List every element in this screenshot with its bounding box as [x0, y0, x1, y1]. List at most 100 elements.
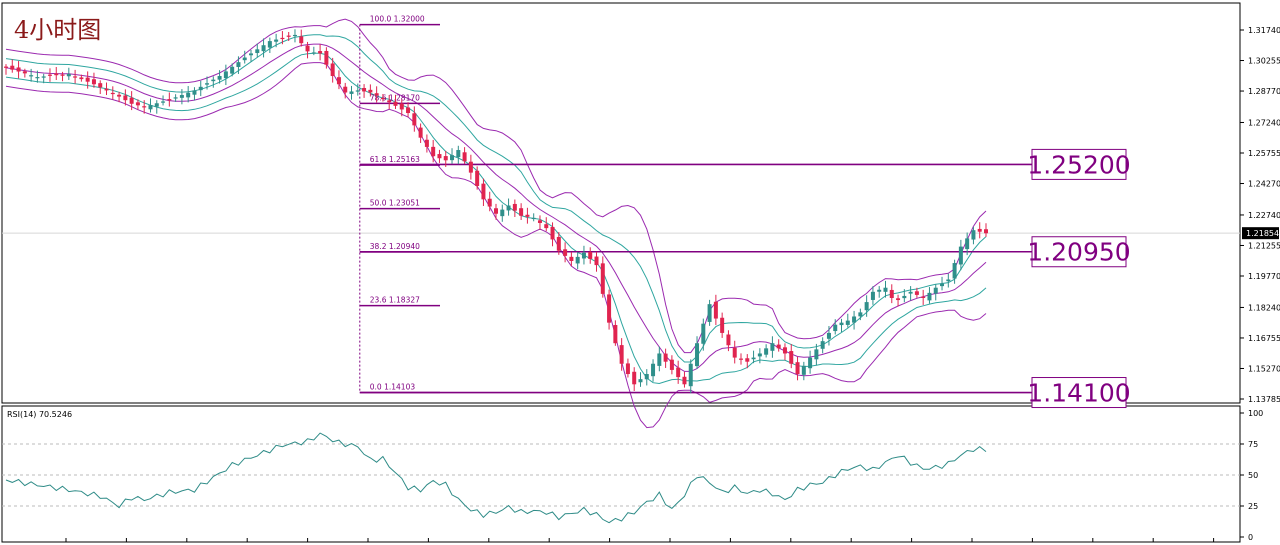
fib-level-label: 50.0 1.23051: [370, 199, 420, 208]
candle-body: [343, 86, 348, 93]
candle-body: [814, 349, 819, 360]
candle-body: [431, 146, 436, 157]
candle-body: [412, 113, 417, 126]
candle-body: [512, 203, 517, 211]
candle-body: [450, 155, 455, 161]
fib-level-label: 61.8 1.25163: [370, 155, 420, 164]
candle-body: [676, 367, 681, 378]
candle-body: [129, 97, 134, 104]
price-tick-label: 1.25755: [1248, 149, 1280, 158]
candle-body: [223, 71, 228, 79]
candle-body: [651, 363, 656, 377]
candle-body: [468, 161, 473, 173]
price-tick-label: 1.31740: [1248, 26, 1280, 35]
band-outer-upper: [5, 18, 987, 354]
candle-body: [336, 77, 341, 85]
candle-body: [801, 365, 806, 375]
fib-level-label: 100.0 1.32000: [370, 15, 425, 24]
fib-level-label: 23.6 1.18327: [370, 296, 420, 305]
candle-body: [374, 93, 379, 96]
price-axis: 1.31740 1.30255 1.28770 1.27240 1.25755 1.242…: [1240, 26, 1280, 404]
candle-body: [487, 198, 492, 207]
candle-body: [443, 156, 448, 161]
candle-body: [54, 73, 59, 76]
candle-body: [167, 99, 172, 101]
candle-body: [255, 49, 260, 54]
candle-body: [142, 106, 147, 108]
candle-body: [701, 323, 706, 344]
candle-body: [607, 294, 612, 323]
candle-body: [98, 83, 103, 88]
candle-body: [179, 95, 184, 98]
candle-body: [91, 79, 96, 85]
candle-body: [833, 324, 838, 332]
candle-body: [10, 65, 15, 70]
candle-body: [688, 363, 693, 387]
candle-body: [544, 224, 549, 229]
price-tick-label: 1.27240: [1248, 118, 1280, 127]
candle-body: [173, 97, 178, 99]
candle-body: [940, 283, 945, 287]
candle-body: [870, 291, 875, 300]
candle-body: [971, 230, 976, 240]
candle-body: [29, 75, 34, 77]
candle-body: [563, 249, 568, 256]
candle-body: [299, 36, 304, 44]
rsi-tick-label: 0: [1248, 533, 1253, 542]
rsi-indicator: 100 75 50 25 0: [2, 409, 1263, 542]
candle-body: [625, 363, 630, 375]
candle-body: [613, 324, 618, 344]
candle-body: [161, 101, 166, 103]
candle-body: [330, 63, 335, 77]
candle-body: [588, 252, 593, 259]
candle-body: [569, 256, 574, 261]
candle-body: [85, 77, 90, 82]
candle-body: [707, 304, 712, 322]
candle-body: [110, 92, 115, 95]
candle-body: [889, 289, 894, 298]
candle-body: [770, 343, 775, 351]
candle-body: [424, 139, 429, 147]
candle-body: [782, 347, 787, 354]
candle-body: [456, 150, 461, 158]
rsi-tick-label: 100: [1248, 409, 1263, 418]
candle-body: [494, 208, 498, 214]
candle-body: [958, 246, 963, 265]
key-level-box: [1031, 377, 1127, 409]
candle-body: [902, 295, 907, 299]
candle-body: [148, 105, 153, 110]
candle-body: [217, 76, 222, 80]
candle-body: [575, 256, 580, 264]
candle-body: [682, 376, 687, 385]
candle-body: [387, 100, 392, 103]
candle-body: [462, 152, 467, 162]
candle-body: [952, 263, 957, 279]
candle-body: [864, 302, 869, 311]
candle-body: [4, 66, 8, 68]
candle-body: [267, 41, 272, 48]
candle-body: [211, 79, 216, 82]
candle-body: [908, 291, 913, 294]
fib-level-label: 38.2 1.20940: [370, 242, 420, 251]
price-tick-label: 1.19770: [1248, 272, 1280, 281]
candle-body: [531, 217, 536, 220]
candle-body: [695, 343, 700, 367]
candle-body: [205, 83, 210, 85]
current-price-label: 1.21854: [1246, 229, 1279, 238]
candle-body: [318, 51, 323, 54]
candle-body: [858, 312, 863, 317]
candle-body: [437, 154, 442, 159]
rsi-tick-label: 25: [1248, 502, 1258, 511]
candle-body: [198, 86, 203, 91]
chart-title: 4小时图: [14, 16, 101, 44]
candle-body: [826, 332, 831, 339]
price-tick-label: 1.13785: [1248, 395, 1280, 404]
candle-body: [406, 107, 411, 114]
candle-body: [236, 62, 241, 67]
candle-body: [720, 317, 725, 333]
candle-body: [776, 344, 781, 349]
candle-body: [739, 358, 743, 360]
candle-body: [519, 208, 524, 216]
candle-body: [47, 74, 52, 76]
price-tick-label: 1.16755: [1248, 334, 1280, 343]
